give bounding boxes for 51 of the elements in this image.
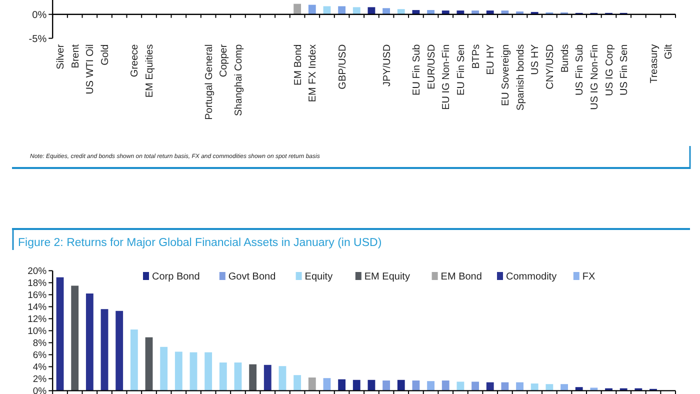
x-tick-label: US IG Corp — [604, 44, 616, 96]
x-tick-label: Greece — [130, 44, 141, 78]
x-tick-label: EU Fin Sub — [411, 44, 422, 96]
x-tick-label: Portugal General — [204, 44, 215, 120]
x-tick-label: US Fin Sen — [619, 44, 630, 96]
x-tick-label: EU IG Non-Fin — [441, 44, 452, 110]
chart-title: Figure 2: Returns for Major Global Financial Assets in January (in USD) — [18, 237, 382, 249]
x-tick-label: CNY/USD — [544, 44, 556, 90]
x-tick-label: EU Fin Sen — [456, 44, 467, 96]
legend-label: EM Bond — [440, 272, 482, 282]
x-tick-label: Spanish bonds — [515, 44, 526, 110]
x-tick-label: Treasury — [648, 44, 660, 84]
y-tick-label: 0% — [32, 386, 48, 394]
y-tick-label: 16% — [28, 290, 48, 302]
legend-label: Corp Bond — [152, 272, 200, 282]
x-tick-label: Silver — [56, 44, 67, 70]
x-tick-label: EM FX Index — [308, 44, 319, 102]
x-tick-label: JPY/USD — [382, 44, 393, 87]
y-tick-label: 0% — [32, 10, 47, 21]
y-tick-label: -5% — [28, 34, 47, 45]
y-tick-label: 10% — [28, 326, 48, 338]
x-tick-label: Gilt — [664, 44, 675, 60]
legend-label: Commodity — [506, 272, 557, 282]
legend-label: Govt Bond — [228, 272, 276, 282]
x-tick-label: US HY — [530, 44, 542, 75]
x-tick-label: EM Equities — [144, 44, 156, 98]
x-tick-label: US Fin Sub — [574, 44, 586, 96]
x-tick-label: BTPs — [470, 44, 482, 69]
legend-label: EM Equity — [364, 272, 410, 282]
x-tick-label: GBP/USD — [337, 44, 348, 90]
x-tick-label: Gold — [100, 44, 112, 66]
legend-label: Equity — [304, 272, 333, 282]
y-tick-label: 6% — [32, 350, 48, 362]
y-tick-label: 18% — [28, 278, 48, 290]
x-tick-label: Copper — [218, 44, 230, 78]
y-tick-label: 20% — [28, 266, 48, 278]
y-tick-label: 4% — [32, 362, 48, 374]
x-tick-label: Shanghai Comp — [233, 44, 244, 116]
legend-label: FX — [582, 272, 596, 282]
y-tick-label: 12% — [28, 314, 48, 326]
x-tick-label: EUR/USD — [426, 44, 438, 90]
y-tick-label: 2% — [32, 374, 48, 386]
y-tick-label: 8% — [32, 338, 48, 350]
x-tick-label: US WTI Oil — [85, 44, 96, 94]
x-tick-label: Bunds — [560, 44, 571, 73]
y-tick-label: 14% — [28, 302, 48, 314]
x-tick-label: US IG Non-Fin — [589, 44, 600, 110]
x-tick-label: Brent — [70, 44, 82, 68]
x-tick-label: EU HY — [486, 44, 497, 75]
x-tick-label: EM Bond — [292, 44, 304, 86]
x-tick-label: EU Sovereign — [500, 44, 512, 106]
